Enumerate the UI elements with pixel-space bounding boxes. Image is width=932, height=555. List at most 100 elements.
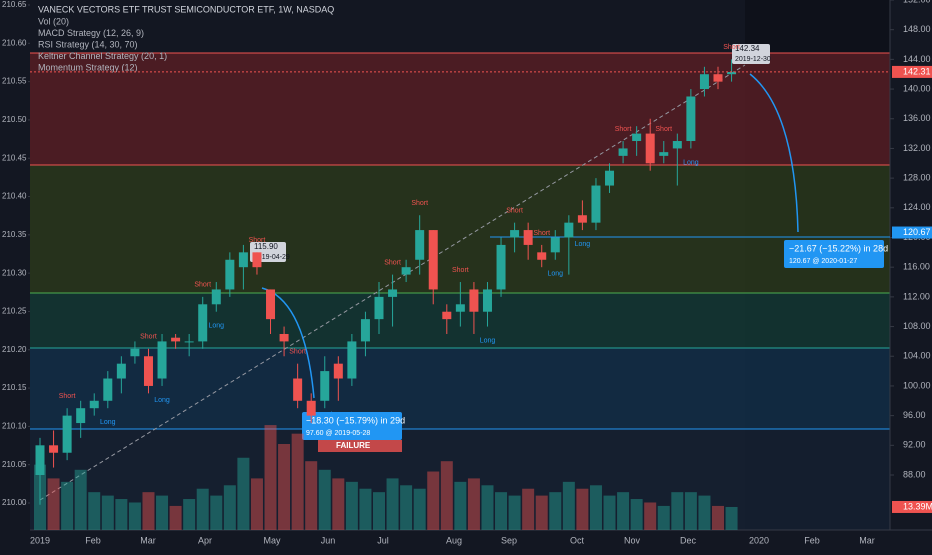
candle-body bbox=[143, 356, 153, 386]
note-box bbox=[302, 412, 402, 440]
long-signal: Long bbox=[480, 337, 496, 344]
candle-body bbox=[225, 259, 235, 290]
volume-bar bbox=[264, 425, 277, 530]
note-box bbox=[732, 44, 770, 64]
note: 2019-12-30 bbox=[735, 56, 771, 63]
candle-body bbox=[645, 133, 655, 164]
volume-bar bbox=[332, 478, 345, 530]
candle-body bbox=[35, 445, 45, 475]
x-tick-label: Aug bbox=[446, 535, 462, 545]
candle-body bbox=[618, 148, 628, 156]
zone-green bbox=[30, 165, 890, 293]
long-signal: Long bbox=[100, 419, 116, 426]
indicator: RSI Strategy (14, 30, 70) bbox=[38, 39, 138, 49]
volume-bar bbox=[481, 485, 494, 530]
volume-bar bbox=[630, 499, 643, 530]
volume-bar bbox=[223, 485, 236, 530]
volume-bar bbox=[589, 485, 602, 530]
long-signal: Long bbox=[683, 159, 699, 166]
volume-bar bbox=[88, 492, 101, 530]
volume-bar bbox=[142, 492, 155, 530]
candle-body bbox=[62, 415, 72, 453]
candle-body bbox=[157, 341, 167, 379]
candle-body bbox=[211, 289, 221, 305]
short-signal: Short bbox=[723, 44, 740, 51]
candle-body bbox=[49, 445, 59, 453]
short-signal: Short bbox=[411, 200, 428, 207]
candle-body bbox=[320, 371, 330, 401]
y-tick-label: 104.00 bbox=[903, 351, 931, 361]
volume-bar bbox=[278, 444, 291, 530]
y2-tick-label: 210.60 bbox=[2, 38, 27, 47]
candle-body bbox=[564, 222, 574, 238]
y-tick-label: 140.00 bbox=[903, 83, 931, 93]
candle-body bbox=[591, 185, 601, 223]
last-price: 142.31 bbox=[903, 66, 931, 76]
candle-body bbox=[374, 296, 384, 320]
volume-bar bbox=[508, 495, 521, 530]
candle-body bbox=[293, 378, 303, 401]
last-price-box bbox=[892, 65, 932, 78]
candle-body bbox=[455, 304, 465, 312]
volume-bar bbox=[549, 492, 562, 530]
candle-body bbox=[605, 170, 615, 186]
candle-body bbox=[523, 230, 533, 245]
target-price-box bbox=[892, 226, 932, 239]
volume-bar bbox=[427, 471, 440, 530]
short-signal: Short bbox=[194, 282, 211, 289]
x-tick-label: Dec bbox=[680, 535, 697, 545]
volume-bar bbox=[183, 499, 196, 530]
volume-bar bbox=[210, 495, 223, 530]
candle-body bbox=[238, 252, 248, 268]
volume-bar bbox=[47, 478, 60, 530]
y2-tick-label: 210.10 bbox=[2, 421, 27, 430]
long-signal: Long bbox=[331, 412, 347, 419]
candle-body bbox=[713, 74, 723, 82]
candle-body bbox=[198, 304, 208, 342]
y-tick-label: 92.00 bbox=[903, 440, 926, 450]
candle-body bbox=[116, 363, 126, 379]
volume-bar bbox=[698, 495, 711, 530]
volume-bar bbox=[169, 505, 182, 530]
y-tick-label: 116.00 bbox=[903, 262, 930, 272]
y2-tick-label: 210.25 bbox=[2, 307, 27, 316]
y-tick-label: 136.00 bbox=[903, 113, 931, 123]
volume-bar bbox=[345, 481, 358, 530]
volume-bar bbox=[522, 488, 535, 530]
y-tick-label: 124.00 bbox=[903, 202, 931, 212]
candle-body bbox=[252, 252, 262, 268]
candle-body bbox=[360, 319, 370, 342]
volume-bar bbox=[128, 502, 141, 530]
x-tick-label: Apr bbox=[198, 535, 212, 545]
volume-bar bbox=[495, 492, 508, 530]
candle-body bbox=[727, 71, 737, 75]
candle-body bbox=[279, 333, 289, 342]
y-tick-label: 108.00 bbox=[903, 321, 931, 331]
y-tick-label: 144.00 bbox=[903, 54, 931, 64]
indicator: MACD Strategy (12, 26, 9) bbox=[38, 28, 144, 38]
note: 120.67 @ 2020-01-27 bbox=[789, 258, 857, 265]
volume-badge: 13.39M bbox=[903, 501, 932, 511]
volume-bar bbox=[562, 481, 575, 530]
y2-tick-label: 210.30 bbox=[2, 268, 27, 277]
zone-dark bbox=[30, 429, 890, 530]
y2-tick-label: 210.35 bbox=[2, 230, 27, 239]
volume-bar bbox=[156, 495, 169, 530]
long-signal: Long bbox=[154, 397, 170, 404]
note: 142.34 bbox=[735, 44, 760, 53]
short-signal: Short bbox=[506, 208, 523, 215]
note: −21.67 (−15.22%) in 28d bbox=[789, 243, 888, 253]
indicator: Vol (20) bbox=[38, 16, 69, 26]
candle-body bbox=[699, 74, 709, 90]
y-tick-label: 88.00 bbox=[903, 469, 926, 479]
volume-bar bbox=[250, 478, 263, 530]
x-tick-label: Jun bbox=[321, 535, 336, 545]
y2-tick-label: 210.20 bbox=[2, 345, 27, 354]
candle-body bbox=[347, 341, 357, 379]
x-tick-label: Nov bbox=[624, 535, 641, 545]
x-tick-label: Feb bbox=[85, 535, 101, 545]
volume-bar bbox=[454, 481, 467, 530]
x-tick-label: 2019 bbox=[30, 535, 50, 545]
volume-bar bbox=[535, 495, 548, 530]
